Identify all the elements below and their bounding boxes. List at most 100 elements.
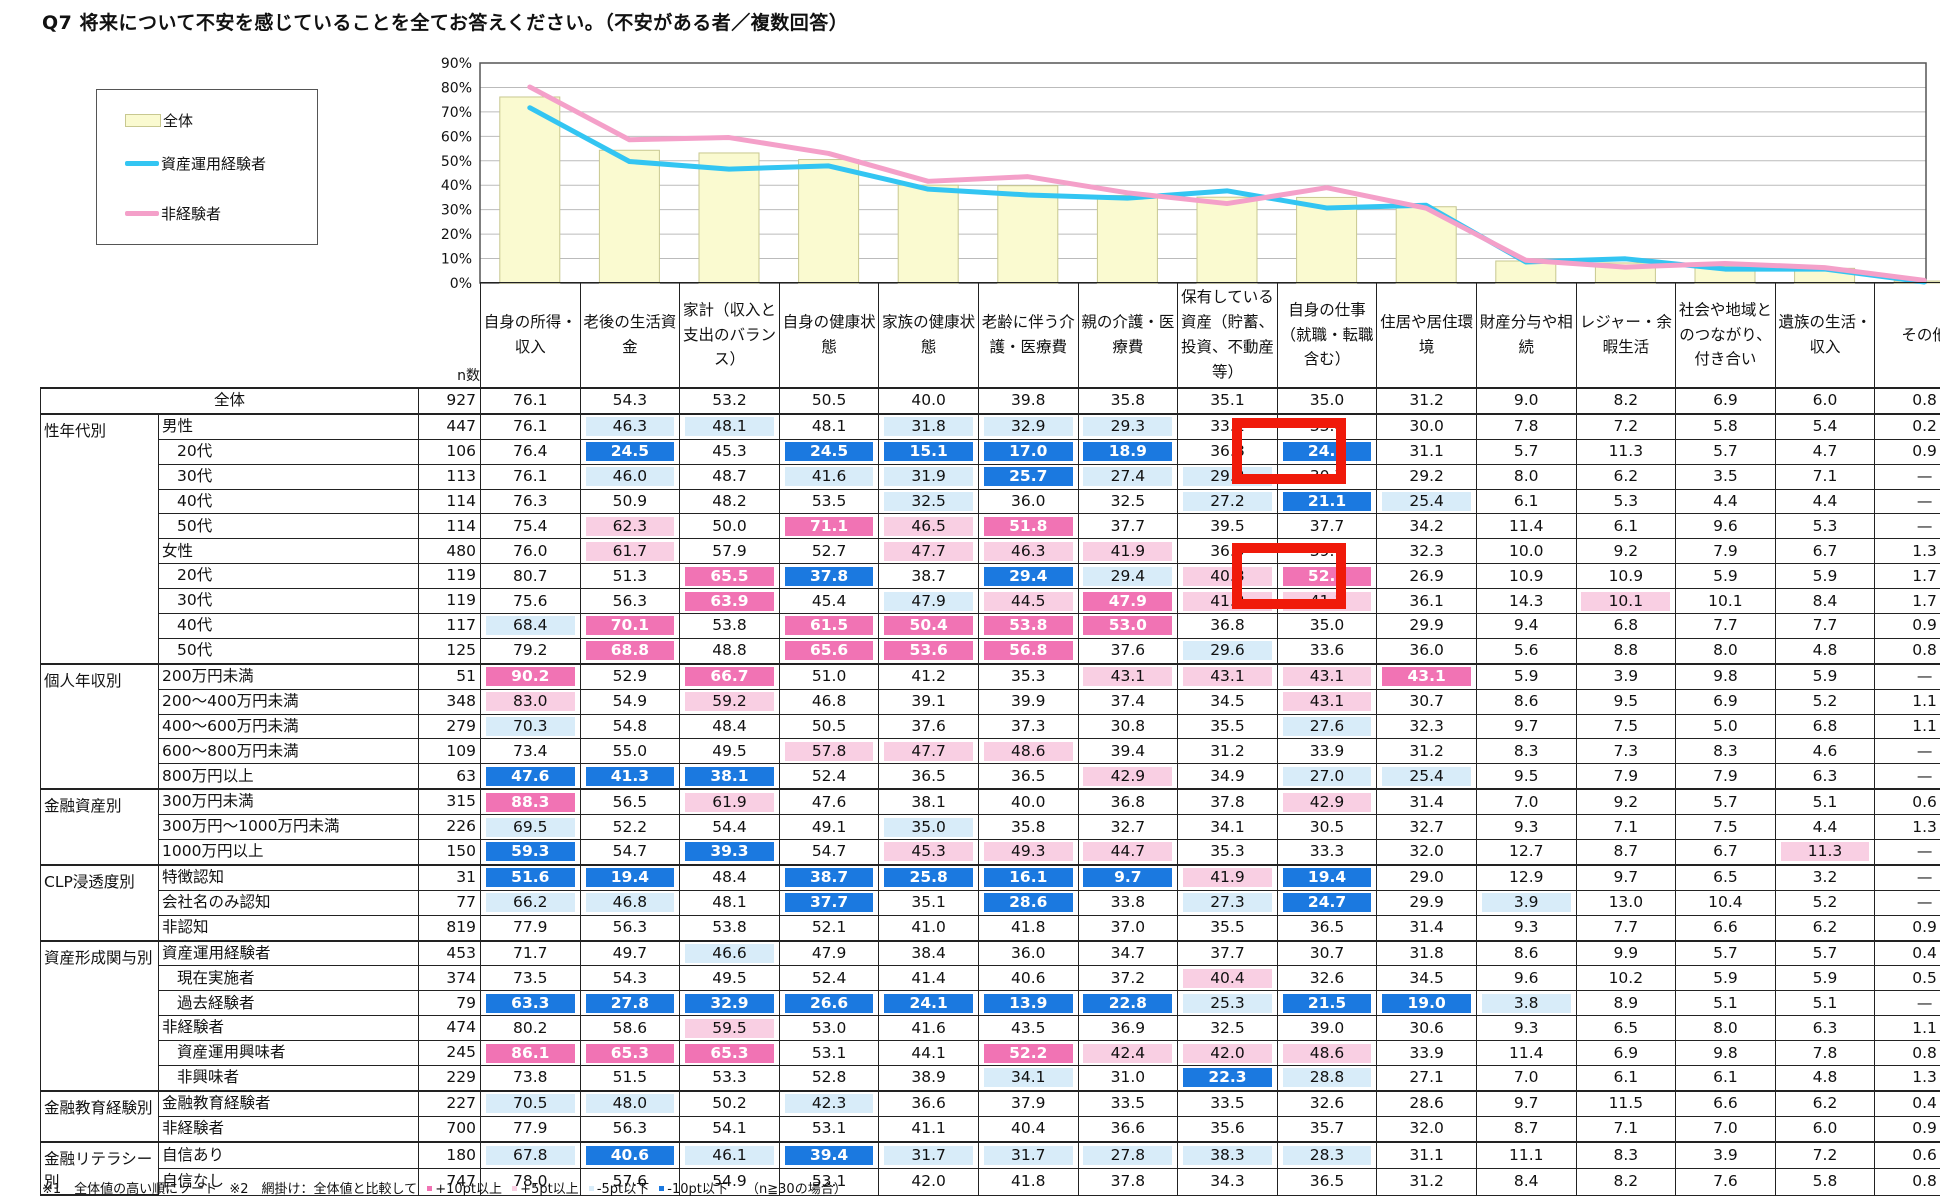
- column-header: 老後の生活資金: [579, 282, 681, 389]
- row-label: 30代: [158, 588, 419, 615]
- legend-label-non-experienced: 非経験者: [161, 205, 222, 223]
- value-text: 4.8: [1812, 641, 1838, 660]
- value-text: 5.3: [1812, 516, 1838, 535]
- value-cell: 5.9: [1774, 563, 1876, 590]
- value-cell: 41.9: [1177, 863, 1278, 891]
- value-cell: 0.4: [1874, 1089, 1940, 1117]
- value-text: 25.7: [983, 467, 1073, 487]
- value-cell: 9.9: [1575, 939, 1677, 967]
- value-cell: 7.0: [1675, 1115, 1776, 1143]
- value-text: 3.9: [1481, 893, 1571, 913]
- value-cell: 34.3: [1177, 1168, 1278, 1196]
- row-label: 200万円未満: [158, 662, 419, 690]
- value-text: 53.8: [712, 616, 747, 635]
- value-text: 33.3: [1309, 842, 1345, 861]
- value-text: 38.9: [911, 1068, 946, 1087]
- value-text: 31.2: [1409, 741, 1444, 760]
- value-cell: 29.2: [1376, 463, 1477, 490]
- value-cell: 27.8: [579, 990, 681, 1017]
- value-cell: 12.7: [1475, 839, 1577, 866]
- n-cell: 226: [418, 814, 481, 841]
- value-cell: 5.9: [1675, 965, 1776, 992]
- value-cell: 4.8: [1774, 637, 1876, 665]
- value-cell: 52.4: [778, 965, 880, 992]
- value-cell: 5.7: [1675, 788, 1776, 816]
- value-cell: 8.3: [1575, 1140, 1677, 1170]
- value-cell: 29.4: [977, 563, 1079, 590]
- value-text: 38.4: [911, 944, 946, 963]
- value-cell: 3.8: [1475, 990, 1577, 1017]
- value-text: —: [1916, 766, 1933, 785]
- value-cell: 69.5: [480, 814, 581, 841]
- row-label: 40代: [158, 488, 419, 515]
- value-cell: 65.3: [579, 1040, 681, 1067]
- value-text: 5.9: [1713, 968, 1738, 987]
- value-cell: —: [1874, 513, 1940, 540]
- value-cell: 33.8: [1077, 889, 1179, 916]
- value-text: 1.3: [1912, 541, 1937, 560]
- value-text: 6.3: [1812, 766, 1838, 785]
- legend-label-experienced: 資産運用経験者: [161, 155, 267, 173]
- value-cell: 71.7: [480, 939, 581, 967]
- value-cell: 45.4: [778, 588, 880, 615]
- value-text: 35.3: [1210, 842, 1245, 861]
- table-row: 1000万円以上 150 59.3 54.7 39.3 54.7 45.3 49.3 44.7 3…: [41, 839, 1940, 866]
- value-text: 33.9: [1409, 1043, 1444, 1062]
- value-cell: 78.0: [480, 1168, 581, 1196]
- value-text: 1.1: [1912, 1018, 1937, 1037]
- value-text: 32.6: [1309, 1094, 1345, 1113]
- value-cell: 70.1: [579, 613, 681, 639]
- n-cell: 480: [418, 538, 481, 565]
- value-text: 46.5: [884, 516, 974, 536]
- value-cell: 31.4: [1376, 788, 1477, 816]
- value-text: —: [1916, 993, 1933, 1012]
- value-cell: 31.1: [1376, 1140, 1477, 1170]
- value-text: 35.0: [1309, 616, 1345, 635]
- value-cell: 57.8: [778, 738, 880, 765]
- value-text: 3.5: [1713, 467, 1738, 486]
- value-text: 76.1: [513, 391, 548, 410]
- value-text: 61.7: [585, 541, 675, 561]
- value-text: 34.2: [1409, 516, 1444, 535]
- n-cell: 348: [418, 688, 481, 715]
- value-cell: 30.5: [1276, 814, 1378, 841]
- n-cell: 31: [418, 863, 481, 891]
- value-cell: —: [1874, 463, 1940, 490]
- value-cell: 32.5: [1077, 488, 1179, 515]
- column-header: 遺族の生活・収入: [1774, 282, 1876, 389]
- value-text: 35.3: [1011, 667, 1046, 686]
- value-cell: 41.6: [878, 1015, 979, 1042]
- value-text: 24.5: [585, 442, 675, 462]
- value-text: 27.4: [1083, 467, 1173, 487]
- value-text: 33.5: [1210, 1094, 1245, 1113]
- value-cell: 8.4: [1475, 1168, 1577, 1196]
- value-cell: 9.0: [1475, 387, 1577, 415]
- value-text: 10.2: [1608, 968, 1644, 987]
- value-cell: 6.9: [1675, 688, 1776, 715]
- value-text: 12.9: [1508, 868, 1544, 887]
- legend-label-overall: 全体: [163, 112, 194, 130]
- value-cell: 5.9: [1774, 965, 1876, 992]
- value-text: 5.8: [1713, 417, 1738, 436]
- value-text: 73.4: [513, 741, 548, 760]
- value-text: 5.9: [1713, 566, 1738, 585]
- value-cell: 5.8: [1675, 412, 1776, 440]
- value-cell: 36.6: [878, 1089, 979, 1117]
- value-text: 29.4: [1083, 566, 1173, 586]
- value-cell: 0.8: [1874, 637, 1940, 665]
- value-cell: 42.4: [1077, 1040, 1179, 1067]
- value-text: 36.6: [1110, 1119, 1146, 1138]
- column-header: 保有している資産（貯蓄、投資、不動産等）: [1177, 282, 1278, 389]
- value-text: 53.1: [811, 1119, 847, 1138]
- value-text: 52.1: [811, 918, 847, 937]
- value-text: 49.7: [612, 944, 648, 963]
- y-tick-label: 90%: [441, 56, 472, 72]
- value-cell: 39.8: [977, 387, 1079, 415]
- value-text: 39.4: [784, 1145, 874, 1165]
- value-text: 6.7: [1713, 842, 1738, 861]
- value-cell: 44.1: [878, 1040, 979, 1067]
- value-text: 80.7: [513, 566, 548, 585]
- value-cell: 19.4: [579, 863, 681, 891]
- value-cell: 1.3: [1874, 1065, 1940, 1092]
- value-cell: 41.4: [878, 965, 979, 992]
